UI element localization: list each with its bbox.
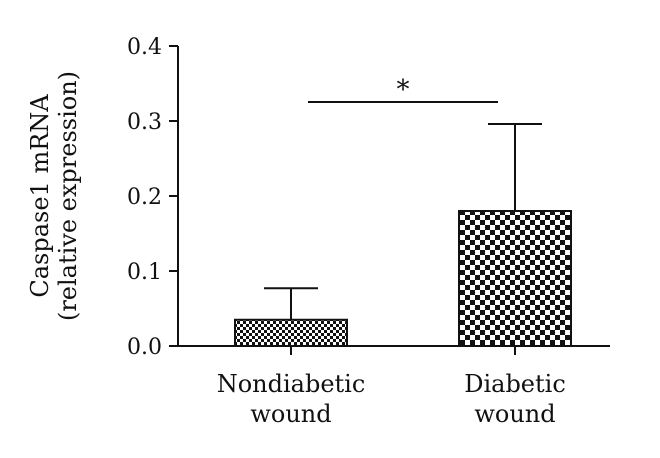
y-tick-label-0: 0.0 xyxy=(127,335,162,360)
y-tick-label-2: 0.2 xyxy=(127,185,162,210)
y-axis-label-line-2: (relative expression) xyxy=(54,71,82,321)
y-axis-label-line-1: Caspase1 mRNA xyxy=(26,94,54,298)
bar-1 xyxy=(458,210,572,347)
x-tick-label-0-0: Nondiabetic xyxy=(217,370,366,398)
y-tick-label-3: 0.3 xyxy=(127,110,162,135)
y-tick-label-1: 0.1 xyxy=(127,260,162,285)
x-tick-label-1-1: wound xyxy=(474,400,555,428)
x-tick-label-1-0: Diabetic xyxy=(464,370,566,398)
error-bars xyxy=(264,123,542,320)
x-tick-label-0-1: wound xyxy=(250,400,331,428)
significance-annotation: * xyxy=(308,75,498,105)
significance-label: * xyxy=(397,75,410,105)
bars xyxy=(234,210,572,347)
y-axis-label: Caspase1 mRNA (relative expression) xyxy=(26,71,82,321)
bar-0 xyxy=(234,318,348,347)
y-axis: 0.0 0.1 0.2 0.3 0.4 xyxy=(127,35,179,360)
y-tick-label-4: 0.4 xyxy=(127,35,162,60)
